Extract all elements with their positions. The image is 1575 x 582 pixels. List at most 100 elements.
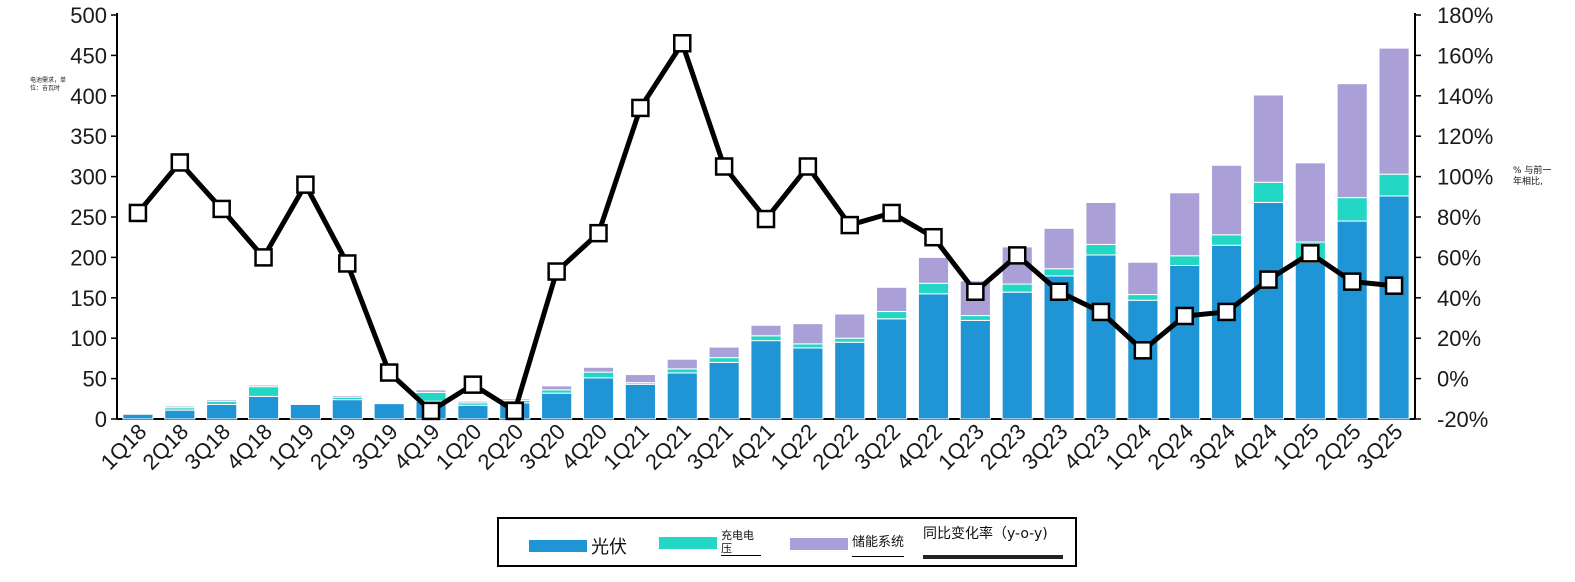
bar-segment-storage <box>206 399 238 402</box>
yoy-marker <box>714 157 734 176</box>
y-tick-label-left: 0 <box>95 407 107 432</box>
y-tick-label-right: 80% <box>1437 205 1481 230</box>
bar-segment-storage <box>164 405 196 409</box>
bar-segment-charging <box>122 412 154 415</box>
y-axis-label-right: % 与前一年相比, <box>1513 166 1552 187</box>
bar-segment-solar <box>1085 254 1117 420</box>
x-tick-label: 4Q21 <box>724 419 780 475</box>
y-tick-label-left: 100 <box>70 326 107 351</box>
x-tick-label: 4Q24 <box>1226 419 1282 475</box>
x-tick-label: 4Q20 <box>556 419 612 475</box>
y-tick-label-left: 450 <box>70 43 107 68</box>
bar-segment-solar <box>1378 195 1410 420</box>
x-tick-label: 1Q25 <box>1268 419 1324 475</box>
yoy-marker <box>547 262 566 281</box>
y-tick-label-right: 140% <box>1437 84 1493 109</box>
bar-segment-charging <box>666 368 698 374</box>
y-tick-label-left: 50 <box>83 367 107 392</box>
y-tick-label-left: 250 <box>70 205 107 230</box>
y-tick-label-left: 150 <box>70 286 107 311</box>
bar-segment-solar <box>1252 201 1285 420</box>
yoy-marker <box>1091 302 1111 322</box>
x-tick-label: 2Q22 <box>808 419 864 475</box>
yoy-marker <box>296 175 315 194</box>
yoy-marker <box>421 401 441 421</box>
yoy-marker <box>463 375 483 394</box>
x-tick-label: 3Q20 <box>514 419 570 475</box>
yoy-marker <box>924 227 943 247</box>
bar-segment-charging <box>1169 255 1201 266</box>
y-tick-label-right: 0% <box>1437 367 1469 392</box>
x-tick-label: 2Q25 <box>1310 419 1366 475</box>
legend-swatch-yoy <box>923 555 1063 559</box>
bar-segment-solar <box>206 403 238 420</box>
bar-segment-storage <box>1169 192 1201 257</box>
yoy-marker <box>840 215 859 235</box>
x-tick-label: 4Q23 <box>1059 419 1115 475</box>
y-tick-label-right: -20% <box>1437 407 1488 432</box>
x-tick-label: 1Q19 <box>263 419 319 475</box>
bar-segment-storage <box>750 324 782 337</box>
bar-segment-storage <box>415 389 447 393</box>
bar-segment-solar <box>834 341 866 420</box>
yoy-marker <box>1049 282 1069 301</box>
bar-segment-storage <box>499 398 531 401</box>
bar-segment-solar <box>1336 220 1368 420</box>
bar-segment-charging <box>1043 268 1075 277</box>
x-tick-label: 1Q23 <box>933 419 989 475</box>
legend-item-charging: 充电电压 <box>659 529 761 556</box>
y-tick-label-right: 20% <box>1437 326 1481 351</box>
bar-segment-solar <box>373 403 405 420</box>
bar-segment-solar <box>624 383 656 420</box>
bar-segment-charging <box>247 386 280 397</box>
bar-segment-storage <box>1127 261 1159 296</box>
bar-segment-charging <box>1336 197 1368 222</box>
yoy-marker <box>966 282 985 301</box>
bar-segment-solar <box>1211 244 1243 420</box>
bar-segment-solar <box>582 377 615 420</box>
x-tick-label: 1Q22 <box>766 419 822 475</box>
bar-segment-storage <box>666 358 698 370</box>
bar-segment-charging <box>876 311 908 320</box>
x-tick-label: 2Q18 <box>138 419 194 475</box>
bar-segment-storage <box>1252 94 1285 183</box>
y-tick-label-right: 60% <box>1437 245 1481 270</box>
x-tick-label: 4Q18 <box>221 419 277 475</box>
y-tick-label-left: 300 <box>70 165 107 190</box>
y-tick-label-left: 400 <box>70 84 107 109</box>
yoy-marker <box>1342 272 1362 291</box>
x-tick-label: 1Q20 <box>431 419 487 475</box>
yoy-marker <box>1007 246 1027 265</box>
bar-segment-charging <box>1085 243 1117 256</box>
yoy-marker <box>798 157 818 176</box>
bar-segment-charging <box>917 282 950 295</box>
bar-segment-storage <box>582 366 615 373</box>
bar-segment-solar <box>457 404 489 420</box>
yoy-marker <box>589 223 608 243</box>
yoy-marker <box>631 98 650 118</box>
y-tick-label-left: 350 <box>70 124 107 149</box>
x-tick-label: 3Q24 <box>1184 419 1240 475</box>
bar-segment-solar <box>247 395 280 420</box>
yoy-marker <box>673 34 692 53</box>
bar-segment-charging <box>792 343 824 349</box>
legend-swatch-solar <box>529 540 587 552</box>
yoy-marker <box>338 254 357 273</box>
legend: 光伏 充电电压 储能系统 同比变化率（y-o-y) <box>497 517 1077 567</box>
legend-label-charging: 充电电压 <box>721 529 761 556</box>
yoy-marker <box>1259 270 1278 289</box>
legend-label-yoy: 同比变化率（y-o-y) <box>923 526 1048 542</box>
y-tick-label-right: 40% <box>1437 286 1481 311</box>
bar-segment-solar <box>331 399 363 420</box>
bar-segment-solar <box>1169 264 1201 420</box>
yoy-marker <box>1301 244 1320 263</box>
bar-segment-storage <box>1211 164 1243 236</box>
x-tick-label: 3Q19 <box>347 419 403 475</box>
legend-item-yoy: 同比变化率（y-o-y) <box>923 523 1063 559</box>
bar-segment-charging <box>834 337 866 343</box>
bar-segment-solar <box>289 403 321 420</box>
bar-segment-solar <box>750 340 782 420</box>
bar-segment-storage <box>876 286 908 313</box>
bar-segment-storage <box>792 323 824 345</box>
